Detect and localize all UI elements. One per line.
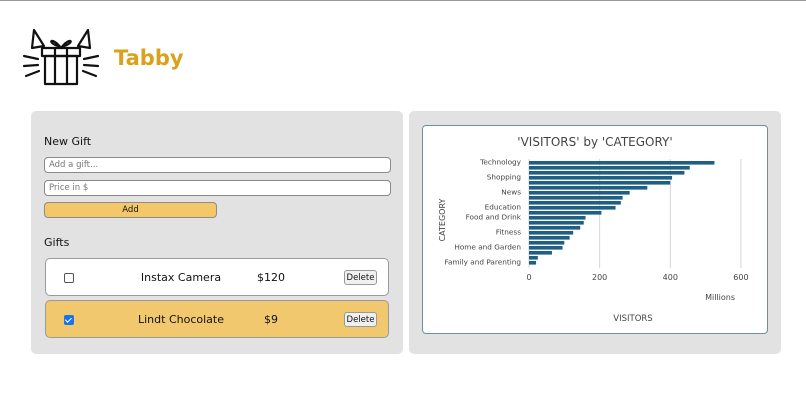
chart-bar (529, 251, 552, 255)
x-tick-label: 0 (526, 273, 531, 282)
category-tick-label: Food and Drink (466, 213, 522, 222)
category-tick-label: Fitness (496, 228, 521, 237)
gift-row: Lindt Chocolate $9 Delete (45, 300, 389, 338)
gift-name: Instax Camera (140, 271, 222, 284)
x-tick-label: 400 (663, 273, 678, 282)
add-gift-button[interactable]: Add (44, 202, 217, 218)
delete-gift-button[interactable]: Delete (344, 270, 377, 285)
chart-bar (529, 246, 563, 250)
chart-bar (529, 211, 602, 215)
visitors-by-category-chart: 'VISITORS' by 'CATEGORY' CATEGORY VISITO… (438, 135, 749, 324)
new-gift-heading: New Gift (44, 135, 92, 148)
chart-bar (529, 171, 685, 175)
app-title: Tabby (114, 46, 184, 70)
chart-bar (529, 201, 621, 205)
x-axis-unit: Millions (705, 293, 735, 302)
gift-name: Lindt Chocolate (138, 313, 224, 326)
chart-bar (529, 256, 538, 260)
x-tick-label: 200 (592, 273, 607, 282)
chart-bar (529, 236, 570, 240)
chart-bar (529, 176, 673, 180)
delete-gift-button[interactable]: Delete (344, 312, 377, 327)
chart-bar (529, 231, 574, 235)
category-tick-label: Family and Parenting (445, 258, 522, 267)
category-tick-label: News (501, 188, 521, 197)
chart-bar (529, 216, 586, 220)
gift-price-input[interactable] (44, 180, 391, 196)
gift-row: Instax Camera $120 Delete (45, 258, 389, 296)
gift-price: $9 (264, 313, 278, 326)
chart-bar (529, 261, 537, 265)
chart-bar (529, 221, 584, 225)
chart-panel: 'VISITORS' by 'CATEGORY' CATEGORY VISITO… (409, 111, 781, 354)
visitors-chart-card: 'VISITORS' by 'CATEGORY' CATEGORY VISITO… (422, 125, 768, 334)
category-tick-label: Education (485, 203, 521, 212)
gift-panel: New Gift Add Gifts Instax Camera $120 De… (31, 111, 403, 354)
category-tick-label: Home and Garden (454, 243, 521, 252)
chart-bar (529, 186, 648, 190)
gift-checkbox[interactable] (64, 315, 74, 325)
gift-price: $120 (257, 271, 285, 284)
chart-bar (529, 161, 715, 165)
x-axis-label: VISITORS (613, 314, 652, 324)
gift-cat-logo-icon (22, 28, 100, 86)
chart-bar (529, 191, 630, 195)
y-axis-label: CATEGORY (438, 198, 447, 241)
category-tick-label: Technology (479, 158, 522, 167)
chart-bar (529, 196, 623, 200)
chart-bar (529, 226, 581, 230)
x-tick-label: 600 (733, 273, 748, 282)
category-tick-label: Shopping (487, 173, 521, 182)
top-divider (0, 0, 806, 1)
chart-bar (529, 166, 690, 170)
chart-title: 'VISITORS' by 'CATEGORY' (517, 135, 672, 149)
chart-bar (529, 181, 671, 185)
gift-name-input[interactable] (44, 157, 391, 173)
gift-checkbox[interactable] (64, 273, 74, 283)
chart-bar (529, 206, 616, 210)
chart-bar (529, 241, 565, 245)
gifts-heading: Gifts (44, 236, 70, 249)
app-header: Tabby (22, 26, 184, 90)
